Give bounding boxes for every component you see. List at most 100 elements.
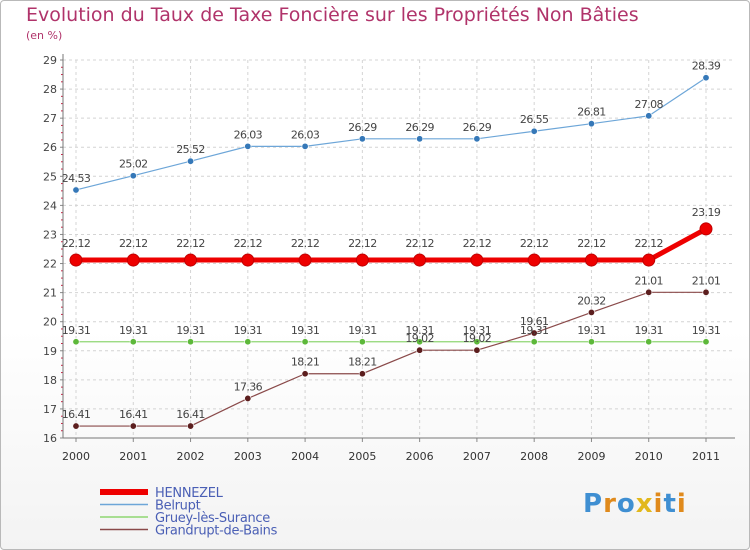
data-point	[301, 338, 309, 346]
data-point	[645, 338, 653, 346]
data-point	[244, 394, 252, 402]
legend-label: HENNEZEL	[155, 486, 224, 501]
data-point	[298, 253, 312, 267]
data-label: 27.08	[634, 98, 663, 111]
data-point	[187, 338, 195, 346]
x-tick-label: 2006	[406, 450, 434, 463]
y-tick-label: 22	[43, 258, 57, 271]
data-point	[184, 253, 198, 267]
data-label: 19.31	[291, 324, 320, 337]
data-point	[530, 329, 538, 337]
data-point	[587, 338, 595, 346]
data-point	[358, 338, 366, 346]
data-label: 19.31	[62, 324, 91, 337]
data-point	[187, 422, 195, 430]
y-tick-label: 28	[43, 83, 57, 96]
data-label: 22.12	[405, 237, 434, 250]
data-label: 28.39	[692, 60, 721, 73]
data-point	[244, 338, 252, 346]
data-point	[129, 338, 137, 346]
data-label: 19.02	[405, 332, 434, 345]
y-tick-label: 19	[43, 345, 57, 358]
legend-label: Gruey-lès-Surance	[155, 511, 270, 526]
logo-letter: r	[603, 489, 617, 519]
data-label: 17.36	[234, 380, 263, 393]
data-point	[244, 142, 252, 150]
data-label: 22.12	[577, 237, 606, 250]
data-label: 22.12	[348, 237, 377, 250]
data-label: 19.31	[692, 324, 721, 337]
data-label: 20.32	[577, 294, 606, 307]
data-point	[473, 346, 481, 354]
data-point	[699, 222, 713, 236]
data-label: 22.12	[176, 237, 205, 250]
data-label: 22.12	[119, 237, 148, 250]
logo-letter: i	[653, 489, 664, 519]
logo-letter: t	[663, 489, 677, 519]
proxiti-logo: Proxiti	[583, 489, 687, 519]
data-label: 19.31	[234, 324, 263, 337]
data-label: 25.02	[119, 158, 148, 171]
data-label: 19.31	[520, 324, 549, 337]
x-tick-label: 2005	[348, 450, 376, 463]
data-label: 19.31	[176, 324, 205, 337]
data-point	[530, 338, 538, 346]
data-label: 19.02	[463, 332, 492, 345]
data-point	[358, 135, 366, 143]
data-label: 22.12	[634, 237, 663, 250]
data-point	[645, 288, 653, 296]
data-point	[355, 253, 369, 267]
data-point	[473, 338, 481, 346]
data-label: 26.29	[463, 121, 492, 134]
data-label: 22.12	[520, 237, 549, 250]
data-label: 21.01	[692, 274, 721, 287]
data-label: 19.31	[577, 324, 606, 337]
data-label: 25.52	[176, 143, 205, 156]
data-point	[358, 370, 366, 378]
logo-letter: x	[635, 489, 654, 519]
y-tick-label: 26	[43, 141, 57, 154]
y-tick-label: 29	[43, 54, 57, 67]
x-tick-label: 2004	[291, 450, 319, 463]
data-label: 26.29	[405, 121, 434, 134]
data-point	[702, 338, 710, 346]
series-line-HENNEZEL	[76, 226, 708, 263]
data-label: 18.21	[291, 356, 320, 369]
data-label: 22.12	[291, 237, 320, 250]
y-tick-label: 25	[43, 170, 57, 183]
data-point	[587, 120, 595, 128]
chart-title: Evolution du Taux de Taxe Foncière sur l…	[26, 4, 639, 26]
y-tick-label: 24	[43, 199, 57, 212]
data-label: 19.31	[463, 324, 492, 337]
y-tick-label: 16	[43, 432, 57, 445]
data-label: 22.12	[234, 237, 263, 250]
data-point	[301, 142, 309, 150]
data-label: 26.03	[234, 128, 263, 141]
data-point	[301, 370, 309, 378]
legend-label: Grandrupt-de-Bains	[155, 524, 278, 539]
y-tick-label: 20	[43, 316, 57, 329]
logo-letter: i	[676, 489, 687, 519]
x-tick-label: 2010	[635, 450, 663, 463]
y-tick-label: 18	[43, 374, 57, 387]
data-point	[69, 253, 83, 267]
data-point	[413, 253, 427, 267]
y-tick-label: 27	[43, 112, 57, 125]
chart-unit: (en %)	[26, 29, 63, 42]
data-point	[702, 288, 710, 296]
y-tick-label: 21	[43, 287, 57, 300]
data-label: 26.03	[291, 128, 320, 141]
data-point	[72, 338, 80, 346]
x-tick-label: 2011	[692, 450, 720, 463]
data-point	[416, 338, 424, 346]
data-point	[530, 127, 538, 135]
legend-label: Belrupt	[155, 499, 201, 514]
x-tick-label: 2001	[119, 450, 147, 463]
data-label: 19.61	[520, 315, 549, 328]
data-point	[587, 308, 595, 316]
logo-letter: o	[616, 489, 636, 519]
x-tick-label: 2000	[62, 450, 90, 463]
data-label: 19.31	[634, 324, 663, 337]
data-label: 22.12	[62, 237, 91, 250]
data-label: 19.31	[348, 324, 377, 337]
